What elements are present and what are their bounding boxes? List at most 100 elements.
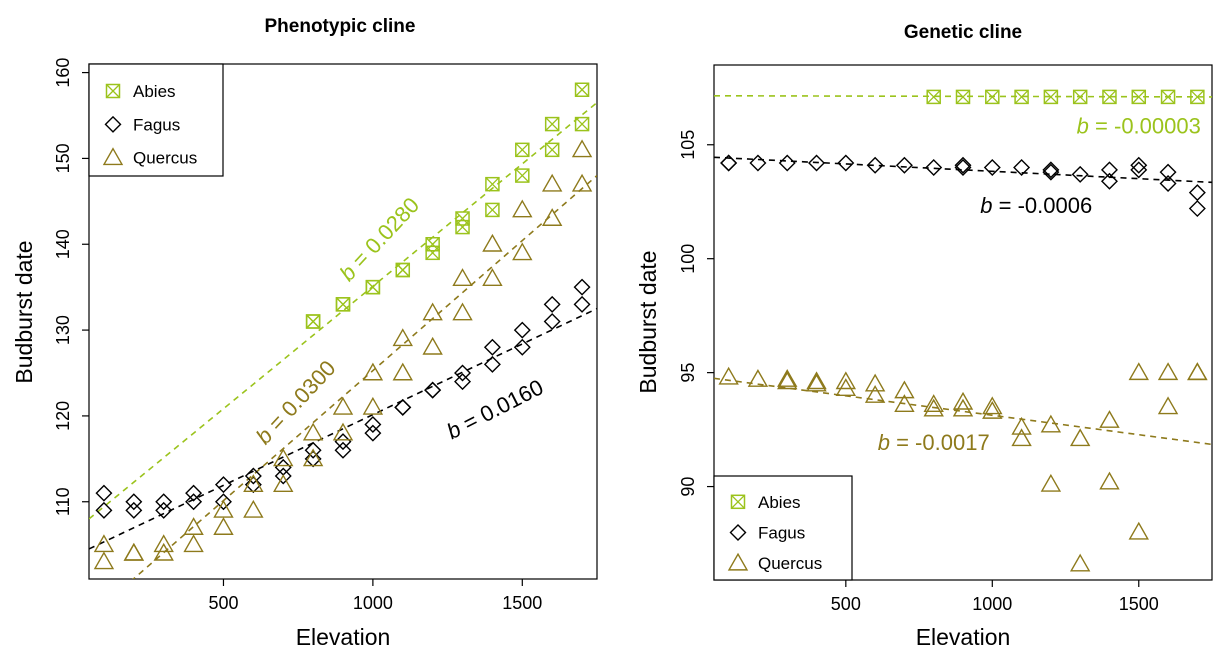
data-point	[273, 474, 294, 493]
data-point	[778, 154, 796, 172]
data-point	[985, 89, 1000, 105]
slope-annotation: b = 0.0300	[251, 355, 341, 449]
data-point	[1157, 396, 1179, 415]
data-point	[332, 396, 354, 415]
x-tick-label: 1500	[502, 593, 542, 613]
data-point	[483, 338, 501, 356]
data-point	[573, 278, 591, 296]
data-point	[424, 381, 442, 399]
legend-label-abies: Abies	[758, 493, 801, 512]
data-point	[923, 398, 944, 417]
data-point	[777, 369, 798, 387]
data-point	[335, 297, 351, 312]
data-point	[720, 154, 738, 172]
data-point	[362, 362, 384, 381]
legend: Abies Fagus Quercus	[88, 63, 224, 177]
data-point	[718, 366, 739, 385]
data-point	[571, 139, 593, 158]
data-point	[183, 517, 204, 535]
data-point	[864, 385, 886, 403]
data-point	[125, 493, 143, 511]
data-point	[541, 208, 563, 226]
data-point	[574, 82, 590, 97]
data-point	[155, 493, 173, 511]
data-point	[485, 176, 500, 192]
y-tick-label: 140	[53, 229, 73, 259]
x-tick-label: 1000	[353, 593, 393, 613]
data-point	[515, 168, 530, 183]
data-point	[1100, 172, 1118, 190]
data-point	[837, 154, 855, 172]
series-abies	[305, 82, 590, 329]
data-point	[894, 380, 915, 399]
legend-marker-fagus	[729, 523, 747, 541]
data-point	[1160, 89, 1176, 105]
data-point	[954, 156, 972, 174]
data-point	[153, 542, 174, 561]
data-point	[185, 484, 203, 502]
data-point	[93, 551, 115, 570]
data-point	[302, 422, 324, 441]
data-point	[424, 381, 442, 399]
legend-label-quercus: Quercus	[758, 554, 822, 573]
data-point	[305, 314, 321, 329]
data-point	[1187, 362, 1208, 381]
x-tick-label: 1000	[972, 594, 1012, 614]
data-point	[362, 396, 384, 415]
data-point	[1188, 200, 1206, 218]
slope-annotation: b = -0.0006	[980, 193, 1092, 218]
data-point	[1043, 89, 1059, 105]
legend-marker-fagus	[104, 115, 122, 133]
data-point	[452, 302, 473, 321]
data-point	[155, 501, 173, 519]
data-point	[483, 355, 501, 373]
data-point	[952, 398, 974, 417]
data-point	[1072, 89, 1088, 105]
data-point	[1130, 161, 1148, 179]
y-tick-label: 150	[53, 143, 73, 173]
y-axis-label: Budburst date	[11, 240, 37, 383]
data-point	[512, 242, 533, 261]
data-point	[1128, 362, 1149, 381]
data-point	[982, 400, 1003, 419]
data-point	[1157, 362, 1179, 381]
y-tick-label: 160	[53, 58, 73, 88]
data-point	[425, 237, 440, 252]
series-quercus	[93, 139, 593, 570]
data-point	[364, 424, 382, 442]
data-point	[123, 542, 145, 561]
plot-frame	[88, 63, 598, 580]
series-quercus	[718, 362, 1208, 572]
data-point	[955, 89, 971, 105]
data-point	[332, 422, 354, 441]
data-point	[806, 373, 827, 392]
y-tick-label: 130	[53, 315, 73, 345]
legend-marker-abies	[730, 494, 746, 510]
data-point	[274, 458, 292, 476]
data-point	[925, 159, 943, 177]
data-point	[183, 534, 204, 553]
data-point	[1128, 521, 1149, 540]
data-point	[1130, 156, 1148, 174]
data-point	[1099, 471, 1120, 490]
data-point	[864, 373, 886, 392]
data-point	[1042, 161, 1060, 179]
data-point	[982, 396, 1003, 415]
data-point	[482, 268, 503, 287]
data-point	[304, 450, 322, 468]
legend-box	[713, 475, 853, 581]
data-point	[512, 199, 533, 218]
fit-line-quercus	[132, 174, 597, 579]
data-point	[983, 159, 1001, 177]
data-point	[1102, 89, 1117, 105]
phenotypic-cline-panel: Phenotypic cline Budburst date Elevation…	[11, 16, 598, 650]
legend-label-abies: Abies	[133, 82, 176, 101]
data-point	[392, 328, 413, 347]
x-tick-label: 500	[208, 593, 238, 613]
data-point	[153, 534, 174, 553]
data-point	[1042, 163, 1060, 181]
series-abies	[926, 89, 1205, 105]
data-point	[213, 499, 234, 518]
data-point	[1013, 159, 1031, 177]
